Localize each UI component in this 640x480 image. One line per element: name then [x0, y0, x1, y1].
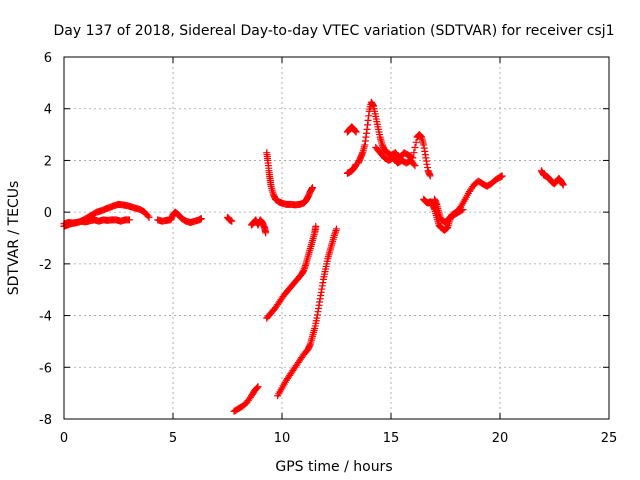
y-tick-label: 6: [44, 51, 52, 66]
x-axis-label: GPS time / hours: [275, 459, 392, 475]
data-point: [426, 172, 434, 180]
chart-title: Day 137 of 2018, Sidereal Day-to-day VTE…: [53, 23, 614, 39]
data-point: [410, 160, 418, 168]
series-seg-peak-b: [372, 144, 419, 170]
data-point: [312, 222, 320, 230]
x-tick-label: 25: [601, 431, 618, 446]
data-point: [228, 217, 236, 225]
y-tick-label: -2: [39, 258, 52, 273]
series-seg-early-c: [154, 208, 205, 226]
x-tick-label: 20: [492, 431, 509, 446]
series-seg-steep-b: [263, 222, 320, 322]
y-tick-label: -4: [39, 310, 52, 325]
series-seg-steep-c: [274, 225, 340, 400]
series-seg-hump: [263, 149, 317, 209]
data-point: [498, 172, 506, 180]
data-point: [411, 144, 419, 151]
x-tick-label: 5: [169, 431, 177, 446]
x-tick-label: 0: [60, 431, 68, 446]
grid-lines: [64, 57, 609, 419]
axis-ticks: 0 5 10 15 20 25 -8 -6 -4 -2 0 2 4 6: [39, 51, 617, 446]
data-point: [458, 206, 466, 214]
series-seg-steep-a: [230, 383, 262, 415]
data-point: [410, 149, 418, 157]
data-point: [309, 184, 317, 192]
data-point: [197, 215, 205, 223]
data-point: [411, 162, 419, 170]
x-tick-label: 15: [383, 431, 400, 446]
series-seg-late-c: [537, 167, 567, 189]
data-point: [412, 138, 420, 146]
data-point: [254, 383, 262, 391]
data-point: [253, 384, 261, 392]
series-seg-late-a: [420, 172, 506, 234]
series-seg-peak: [354, 98, 434, 180]
series-seg-late-b: [431, 195, 467, 226]
y-axis-label: SDTVAR / TECUs: [6, 181, 22, 296]
series-seg-mid-b: [247, 216, 270, 237]
data-point: [459, 206, 467, 214]
data-point: [559, 181, 567, 189]
y-tick-label: 0: [44, 206, 52, 221]
y-tick-label: 2: [44, 154, 52, 169]
series-seg-upper-b: [343, 123, 360, 136]
series-seg-upper-a: [343, 160, 360, 177]
data-point: [145, 213, 153, 221]
data-point: [262, 229, 270, 237]
y-tick-label: 4: [44, 103, 52, 118]
data-point: [352, 128, 360, 136]
data-point: [125, 216, 133, 224]
y-tick-label: -6: [39, 361, 52, 376]
series-seg-mid-a: [224, 213, 236, 225]
plot-frame: [63, 56, 610, 420]
y-tick-label: -8: [39, 413, 52, 428]
data-point: [333, 225, 340, 233]
data-point: [144, 212, 152, 220]
x-tick-label: 10: [274, 431, 291, 446]
data-points: [60, 98, 567, 415]
series-seg-early-b: [60, 216, 133, 228]
